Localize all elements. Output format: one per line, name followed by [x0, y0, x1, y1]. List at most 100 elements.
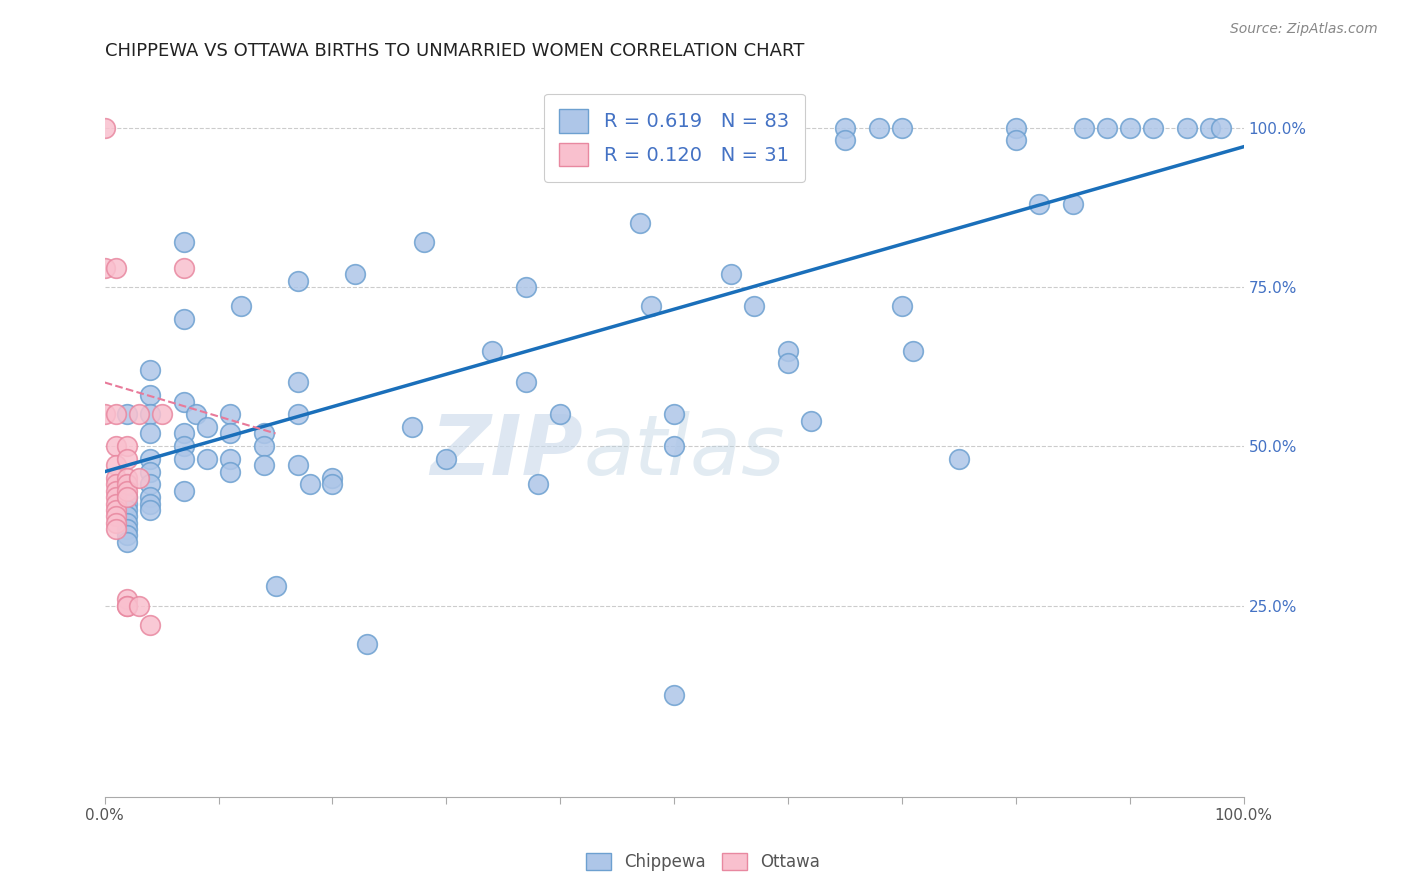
Point — [173, 235, 195, 250]
Point — [117, 471, 139, 485]
Point — [117, 509, 139, 524]
Point — [117, 599, 139, 613]
Point — [550, 407, 572, 421]
Point — [1005, 120, 1028, 135]
Point — [117, 534, 139, 549]
Point — [436, 452, 458, 467]
Point — [664, 407, 686, 421]
Point — [117, 452, 139, 467]
Point — [778, 356, 800, 370]
Point — [117, 503, 139, 517]
Text: Source: ZipAtlas.com: Source: ZipAtlas.com — [1230, 22, 1378, 37]
Point — [173, 311, 195, 326]
Point — [117, 497, 139, 511]
Point — [253, 426, 276, 441]
Point — [117, 599, 139, 613]
Point — [412, 235, 434, 250]
Point — [948, 452, 970, 467]
Point — [117, 483, 139, 498]
Point — [139, 452, 162, 467]
Legend: Chippewa, Ottawa: Chippewa, Ottawa — [578, 845, 828, 880]
Point — [321, 477, 343, 491]
Point — [664, 439, 686, 453]
Point — [105, 439, 128, 453]
Point — [150, 407, 173, 421]
Point — [105, 260, 128, 275]
Point — [344, 267, 367, 281]
Point — [1142, 120, 1164, 135]
Point — [105, 503, 128, 517]
Point — [891, 120, 914, 135]
Point — [93, 260, 115, 275]
Point — [526, 477, 548, 491]
Point — [628, 216, 651, 230]
Point — [173, 260, 195, 275]
Point — [105, 407, 128, 421]
Point — [1062, 197, 1084, 211]
Point — [173, 426, 195, 441]
Point — [253, 458, 276, 473]
Point — [195, 420, 218, 434]
Point — [117, 407, 139, 421]
Point — [834, 120, 856, 135]
Point — [105, 509, 128, 524]
Point — [117, 592, 139, 607]
Point — [287, 407, 309, 421]
Point — [105, 490, 128, 504]
Point — [105, 458, 128, 473]
Point — [139, 497, 162, 511]
Point — [173, 439, 195, 453]
Point — [1073, 120, 1095, 135]
Point — [903, 343, 925, 358]
Point — [1095, 120, 1118, 135]
Point — [117, 439, 139, 453]
Point — [321, 471, 343, 485]
Point — [139, 426, 162, 441]
Point — [1198, 120, 1220, 135]
Point — [184, 407, 207, 421]
Point — [139, 617, 162, 632]
Point — [264, 579, 287, 593]
Point — [219, 407, 242, 421]
Point — [515, 376, 537, 390]
Point — [219, 465, 242, 479]
Point — [139, 477, 162, 491]
Point — [105, 516, 128, 530]
Point — [93, 120, 115, 135]
Point — [105, 471, 128, 485]
Point — [139, 362, 162, 376]
Point — [105, 522, 128, 536]
Text: CHIPPEWA VS OTTAWA BIRTHS TO UNMARRIED WOMEN CORRELATION CHART: CHIPPEWA VS OTTAWA BIRTHS TO UNMARRIED W… — [104, 42, 804, 60]
Point — [117, 516, 139, 530]
Point — [128, 599, 150, 613]
Point — [1005, 133, 1028, 147]
Point — [173, 394, 195, 409]
Point — [117, 490, 139, 504]
Point — [664, 688, 686, 702]
Point — [253, 439, 276, 453]
Point — [139, 490, 162, 504]
Point — [117, 528, 139, 542]
Point — [287, 273, 309, 287]
Point — [93, 407, 115, 421]
Point — [1028, 197, 1050, 211]
Point — [139, 465, 162, 479]
Point — [105, 483, 128, 498]
Point — [778, 343, 800, 358]
Point — [139, 388, 162, 402]
Point — [219, 452, 242, 467]
Point — [195, 452, 218, 467]
Point — [720, 267, 742, 281]
Point — [1209, 120, 1232, 135]
Point — [128, 471, 150, 485]
Point — [401, 420, 423, 434]
Point — [1119, 120, 1142, 135]
Point — [481, 343, 503, 358]
Point — [139, 407, 162, 421]
Point — [891, 299, 914, 313]
Point — [173, 483, 195, 498]
Point — [105, 477, 128, 491]
Text: ZIP: ZIP — [430, 410, 583, 491]
Point — [287, 376, 309, 390]
Point — [117, 522, 139, 536]
